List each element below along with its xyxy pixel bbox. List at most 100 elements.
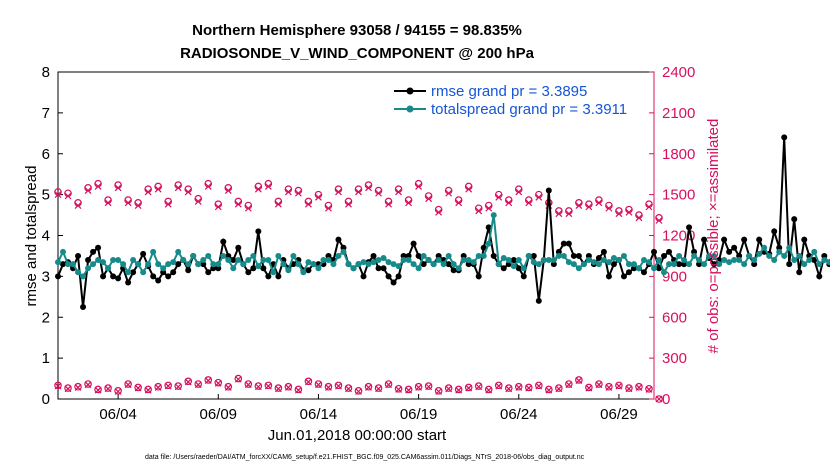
plot-area [57, 71, 655, 400]
spread-point [470, 259, 477, 266]
obs-low-possible-point [514, 382, 523, 391]
spread-point [645, 259, 652, 266]
spread-point [686, 261, 693, 268]
spread-point [505, 257, 512, 264]
rmse-point [625, 269, 632, 276]
spread-point [525, 252, 532, 259]
obs-assimilated-point [64, 192, 72, 200]
rmse-point [701, 236, 708, 243]
spread-point [100, 259, 107, 266]
spread-point [666, 261, 673, 268]
obs-low-assimilated-point [144, 386, 152, 394]
spread-point [435, 257, 442, 264]
spread-point [350, 265, 357, 272]
rmse-point [666, 248, 673, 255]
obs-low-assimilated-point [445, 385, 453, 393]
obs-assimilated-point [154, 185, 162, 193]
obs-low-possible-point [605, 382, 613, 391]
rmse-point [380, 265, 387, 272]
rmse-point [415, 252, 422, 259]
rmse-point [651, 248, 657, 255]
rmse-point [771, 228, 778, 235]
x-tick-label: 06/29 [600, 406, 638, 423]
obs-assimilated-point [84, 187, 92, 194]
spread-point [696, 257, 703, 264]
legend-spread-label: totalspread grand pr = 3.3911 [431, 101, 627, 118]
y2-tick-label: 300 [662, 350, 687, 367]
rmse-point [375, 265, 382, 272]
obs-low-possible-point [114, 387, 122, 395]
spread-point [190, 252, 197, 259]
obs-assimilated-point [435, 208, 443, 216]
rmse-point [205, 269, 212, 276]
chart-title: Northern Hemisphere 93058 / 94155 = 98.8… [192, 22, 522, 39]
obs-low-assimilated-point [625, 385, 633, 393]
obs-low-possible-point [384, 380, 393, 388]
obs-assimilated-point [294, 189, 302, 197]
spread-point [485, 240, 492, 247]
obs-assimilated-point [575, 202, 583, 209]
obs-low-possible-point [535, 381, 543, 390]
rmse-point [150, 273, 157, 280]
obs-low-assimilated-point [355, 388, 362, 395]
obs-assimilated-point [635, 214, 643, 222]
obs-assimilated-point [304, 200, 312, 208]
rmse-point [175, 261, 182, 268]
obs-low-assimilated-point [645, 386, 653, 393]
spread-point [165, 261, 172, 268]
spread-point [305, 259, 312, 266]
obs-low-possible-point [104, 384, 112, 392]
obs-low-assimilated-point [575, 377, 583, 385]
spread-point [656, 257, 663, 264]
spread-point [295, 261, 302, 268]
spread-point [530, 259, 537, 266]
obs-assimilated-point [425, 195, 433, 203]
rmse-point [610, 261, 617, 268]
data-file-footer: data file: /Users/raeder/DAI/ATM_forcXX/… [145, 454, 585, 461]
rmse-point [410, 240, 417, 247]
spread-point [565, 259, 572, 266]
obs-assimilated-point [335, 188, 342, 196]
spread-point [345, 261, 352, 268]
spread-point [575, 265, 582, 272]
obs-low-assimilated-point [615, 382, 623, 390]
obs-assimilated-point [625, 208, 633, 216]
spread-point [205, 252, 212, 259]
rmse-point [490, 252, 497, 259]
y2-tick-label: 1800 [662, 146, 695, 163]
spread-point [275, 252, 282, 259]
spread-point [60, 248, 67, 255]
spread-point [145, 261, 152, 268]
obs-assimilated-point [555, 210, 563, 218]
obs-assimilated-point [475, 207, 483, 215]
rmse-point [480, 244, 487, 251]
rmse-point [260, 265, 267, 272]
spread-point [786, 244, 793, 251]
rmse-point [570, 252, 577, 259]
obs-low-possible-point [374, 384, 383, 392]
spread-point [640, 257, 647, 264]
rmse-point [605, 273, 612, 280]
spread-point [405, 257, 412, 264]
spread-point [185, 261, 192, 268]
obs-count-series [54, 179, 663, 403]
rmse-point [95, 244, 102, 251]
obs-assimilated-point [415, 183, 423, 190]
spread-point [535, 261, 542, 268]
rmse-point [816, 273, 823, 280]
spread-point [816, 261, 823, 268]
spread-point [380, 254, 387, 261]
spread-point [85, 265, 92, 272]
obs-low-possible-point [144, 385, 152, 394]
spread-point [731, 257, 738, 264]
obs-low-possible-point [555, 384, 563, 392]
spread-point [430, 261, 437, 268]
rmse-point [500, 265, 507, 272]
y2-axis-label: # of obs: o=possible; ×=assimilated [705, 119, 722, 354]
rmse-point [85, 257, 92, 264]
spread-point [716, 261, 723, 268]
rmse-point [781, 134, 788, 141]
spread-point [220, 252, 227, 259]
spread-point [155, 261, 162, 268]
rmse-point [335, 236, 342, 243]
